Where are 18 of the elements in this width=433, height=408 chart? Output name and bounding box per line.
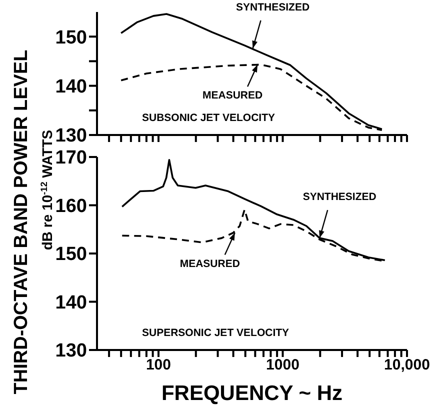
annotation: SYNTHESIZED [236,1,310,14]
annotation: MEASURED [180,258,240,270]
x-tick-label: 100 [146,356,172,374]
y-tick-label: 140 [55,292,87,314]
annotation: SUBSONIC JET VELOCITY [142,112,276,124]
x-tick-label: 10,000 [384,356,430,374]
annotation: SYNTHESIZED [302,191,377,204]
y-tick-label: 170 [55,148,87,169]
y-tick-label: 140 [55,76,87,98]
x-axis-title: FREQUENCY ~ Hz [160,382,344,406]
x-tick-label: 1000 [266,356,300,374]
annotation: SUPERSONIC JET VELOCITY [142,327,290,339]
y-tick-label: 160 [55,196,87,217]
y-tick-label: 130 [55,340,87,362]
y-tick-label: 150 [55,244,87,266]
annotation: MEASURED [202,90,264,102]
y-tick-label: 130 [55,126,87,147]
y-tick-label: 150 [55,27,87,48]
